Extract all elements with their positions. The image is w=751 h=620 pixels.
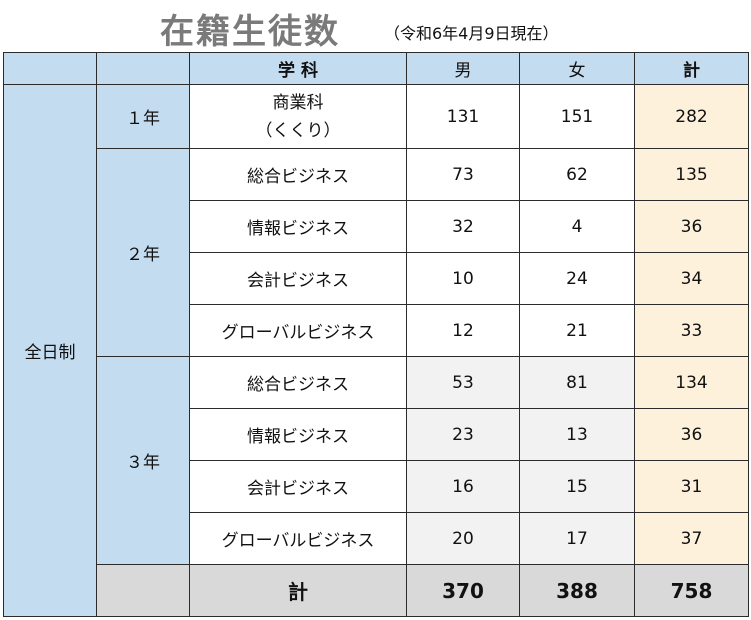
- title-main: 在籍生徒数: [160, 12, 340, 52]
- page-title: 在籍生徒数 （令和6年4月9日現在）: [0, 0, 751, 52]
- header-corner-2: [96, 52, 190, 85]
- female-count: 4: [519, 200, 635, 253]
- header-row: 学 科 男 女 計: [3, 52, 749, 85]
- subject-cell: 総合ビジネス: [189, 356, 407, 409]
- subject-line-2: （くくり）: [255, 120, 341, 141]
- male-count: 32: [406, 200, 520, 253]
- female-count: 62: [519, 148, 635, 201]
- row-total: 33: [634, 304, 749, 357]
- table-row: グローバルビジネス 20 17 37: [4, 512, 749, 565]
- grade-1-label: １年: [96, 84, 190, 149]
- row-total: 34: [634, 252, 749, 305]
- female-count: 151: [519, 84, 635, 149]
- enrollment-table: 学 科 男 女 計 全日制 １年 商業科 （くくり） 131 151 282 ２…: [3, 52, 749, 617]
- male-count: 12: [406, 304, 520, 357]
- row-total: 36: [634, 200, 749, 253]
- table-row: ２年 総合ビジネス 73 62 135: [4, 148, 749, 357]
- row-total: 37: [634, 512, 749, 565]
- female-count: 15: [519, 460, 635, 513]
- male-count: 23: [406, 408, 520, 461]
- subject-cell: 会計ビジネス: [189, 460, 407, 513]
- subject-cell: 情報ビジネス: [189, 408, 407, 461]
- female-count: 13: [519, 408, 635, 461]
- grand-total-row: 計 370 388 758: [4, 564, 749, 617]
- subject-cell: 情報ビジネス: [189, 200, 407, 253]
- row-total: 135: [634, 148, 749, 201]
- male-count: 53: [406, 356, 520, 409]
- female-count: 21: [519, 304, 635, 357]
- title-as-of-date: （令和6年4月9日現在）: [384, 24, 559, 43]
- male-count: 131: [406, 84, 520, 149]
- table-row: 情報ビジネス 32 4 36: [4, 200, 749, 253]
- subject-cell: グローバルビジネス: [189, 304, 407, 357]
- header-subject: 学 科: [189, 52, 407, 85]
- header-corner-1: [3, 52, 97, 85]
- table-row: 会計ビジネス 16 15 31: [4, 460, 749, 513]
- grade-2-label: ２年: [96, 148, 190, 357]
- row-total: 36: [634, 408, 749, 461]
- table-row: 全日制 １年 商業科 （くくり） 131 151 282: [3, 84, 749, 617]
- male-count: 10: [406, 252, 520, 305]
- header-male: 男: [406, 52, 520, 85]
- grand-total-female: 388: [519, 564, 635, 617]
- table-row: ３年 総合ビジネス 53 81 134: [4, 356, 749, 565]
- male-count: 73: [406, 148, 520, 201]
- row-total: 134: [634, 356, 749, 409]
- female-count: 81: [519, 356, 635, 409]
- subject-cell: グローバルビジネス: [189, 512, 407, 565]
- grand-total-male: 370: [406, 564, 520, 617]
- female-count: 17: [519, 512, 635, 565]
- male-count: 16: [406, 460, 520, 513]
- header-total: 計: [634, 52, 749, 85]
- header-female: 女: [519, 52, 635, 85]
- grade-3-label: ３年: [96, 356, 190, 565]
- grand-total-spacer: [96, 564, 190, 617]
- subject-cell: 商業科 （くくり）: [189, 84, 407, 149]
- table-row: 会計ビジネス 10 24 34: [4, 252, 749, 305]
- course-label: 全日制: [3, 84, 97, 617]
- subject-cell: 会計ビジネス: [189, 252, 407, 305]
- subject-cell: 総合ビジネス: [189, 148, 407, 201]
- grand-total-label: 計: [189, 564, 407, 617]
- grand-total-all: 758: [634, 564, 749, 617]
- female-count: 24: [519, 252, 635, 305]
- row-total: 282: [634, 84, 749, 149]
- male-count: 20: [406, 512, 520, 565]
- row-total: 31: [634, 460, 749, 513]
- subject-line-1: 商業科: [272, 92, 324, 113]
